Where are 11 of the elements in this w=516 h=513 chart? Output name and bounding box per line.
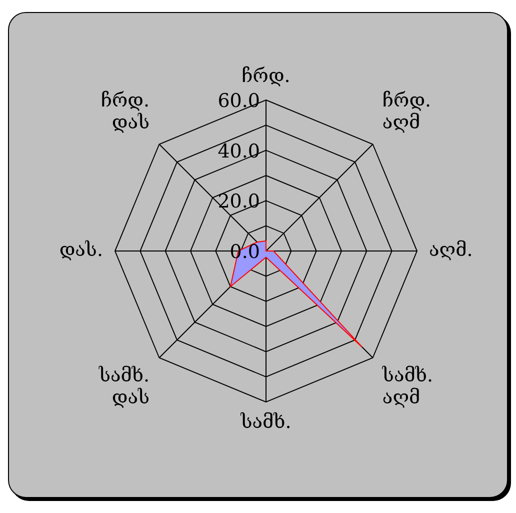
spoke-label: სამხ. (240, 411, 292, 433)
spoke-label: აღმ. (429, 239, 473, 261)
y-tick-label: 40.0 (218, 140, 260, 162)
spoke-label: ჩრდ.აღმ (382, 90, 432, 134)
spoke-label: ჩრდ.დას (100, 90, 150, 134)
y-tick-label: 60.0 (218, 90, 260, 112)
spoke-label: ჩრდ. (242, 65, 290, 87)
spoke-label: სამხ.დას (98, 364, 150, 408)
spoke-label: სამხ.აღმ (381, 364, 434, 408)
y-tick-label: 20.0 (218, 190, 260, 213)
spoke-label: დას. (59, 239, 103, 261)
